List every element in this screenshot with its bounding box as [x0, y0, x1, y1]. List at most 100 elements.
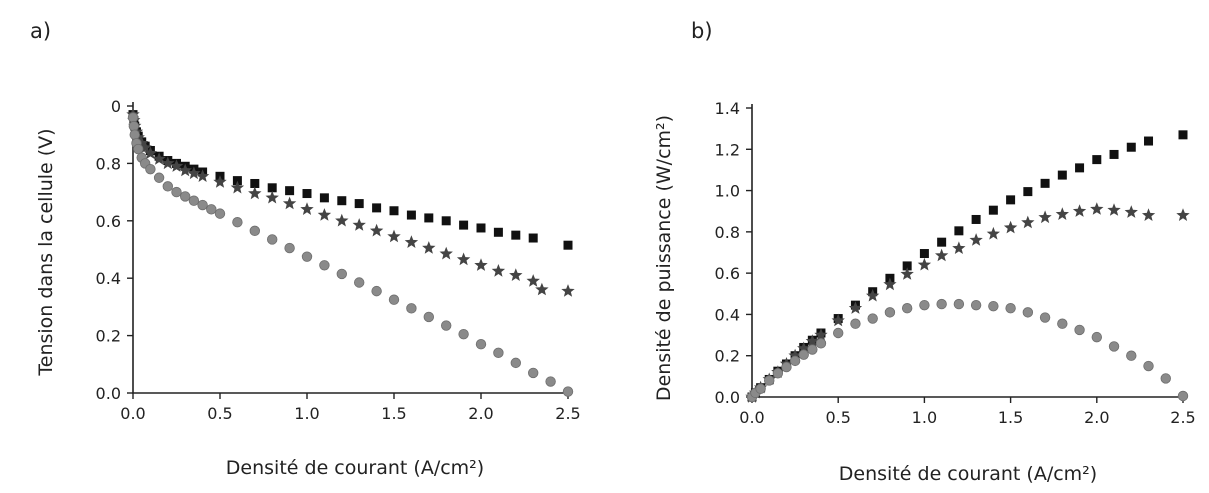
panel-a-star-point: [352, 218, 366, 231]
panel-b-star-point: [1055, 207, 1069, 220]
panel-a-circle-point: [423, 311, 435, 323]
panel-a-letter: a): [30, 19, 51, 43]
panel-a-star-point: [404, 235, 419, 248]
panel-b-circle-point: [1022, 307, 1034, 318]
panel-a-y-tick-label: 0.8: [96, 154, 121, 173]
panel-a-star-point: [317, 208, 332, 221]
panel-b-circle-point: [850, 318, 861, 329]
panel-a-square-point: [267, 183, 277, 193]
panel-b-axes: [751, 104, 1187, 398]
panel-b-x-tick-label: 0.0: [739, 408, 764, 427]
panel-a-star-point: [230, 180, 245, 194]
panel-b-star-point: [788, 348, 802, 362]
panel-a-star-point: [491, 264, 506, 277]
panel-b-circle-point: [1074, 324, 1085, 336]
panel-a-circle-point: [458, 328, 469, 340]
panel-b-circle-point: [1143, 360, 1154, 372]
panel-b-square-point: [1126, 142, 1136, 152]
panel-a-circle-point: [179, 191, 191, 202]
panel-a-star-point: [439, 246, 453, 260]
panel-a-star-point: [195, 169, 210, 182]
panel-a-square-point: [493, 227, 503, 237]
panel-b-star-point: [848, 301, 863, 314]
panel-a-circle-point: [153, 172, 165, 183]
panel-a-star-point: [178, 163, 192, 177]
panel-a-circle-point: [127, 112, 139, 123]
panel-b-star-point: [969, 233, 983, 246]
panel-a-star-point: [213, 175, 227, 188]
panel-a-y-tick-label: 0.0: [96, 384, 121, 403]
panel-a-square-point: [476, 223, 486, 233]
panel-b-star-point: [1141, 208, 1156, 221]
panel-b-square-point: [1006, 195, 1016, 205]
panel-b-y-tick-label: 1.0: [715, 182, 740, 201]
panel-a-circle-point: [406, 303, 417, 314]
panel-b-x-tick-label: 2.5: [1170, 408, 1195, 427]
panel-a-circle-point: [493, 347, 504, 359]
panel-a-x-tick-label: 0.5: [207, 404, 232, 423]
panel-b-square-point: [988, 205, 998, 215]
panel-a-circle-point: [562, 386, 574, 397]
panel-a-square-point: [528, 233, 538, 243]
panel-b-circle-point: [867, 313, 878, 324]
panel-a-circle-point: [128, 120, 140, 132]
panel-a-circle-point: [354, 277, 365, 288]
panel-b-square-point: [1144, 136, 1154, 146]
panel-a-x-tick-label: 0.0: [120, 404, 145, 423]
panel-a-star-point: [509, 268, 523, 281]
panel-b-star-point: [952, 241, 966, 254]
panel-a-star-point: [265, 190, 279, 204]
panel-a-star-point: [535, 282, 549, 296]
panel-b-circle-point: [1126, 350, 1137, 361]
panel-a-square-point: [319, 193, 329, 203]
panel-b-square-point: [954, 226, 964, 236]
panel-b-y-tick-label: 0.0: [715, 388, 740, 407]
panel-b-square-point: [919, 249, 929, 259]
panel-a-star-point: [526, 274, 540, 287]
panel-a-circle-point: [371, 285, 382, 297]
panel-b-star-point: [986, 226, 1000, 240]
panel-a-star-point: [369, 223, 384, 237]
panel-a-circle-point: [171, 186, 182, 198]
panel-b-xlabel: Densité de courant (A/cm²): [839, 463, 1097, 485]
panel-a-square-point: [406, 210, 416, 220]
panel-b-star-point: [814, 328, 828, 341]
panel-b-circle-point: [988, 300, 999, 312]
panel-a-square-point: [250, 178, 260, 188]
panel-b-circle-point: [970, 299, 982, 311]
panel-a-x-tick-label: 2.0: [468, 404, 493, 423]
panel-a-circle-point: [206, 204, 217, 215]
panel-b-y-tick-label: 0.6: [715, 264, 740, 283]
panel-a-circle-point: [510, 357, 522, 369]
panel-b-y-tick-label: 0.2: [715, 347, 740, 366]
panel-b-circle-point: [953, 298, 965, 310]
panel-b-square-point: [1092, 155, 1102, 165]
panel-a-y-tick-label: 0.6: [96, 212, 121, 231]
panel-b-star-point: [1090, 202, 1104, 215]
panel-b-star-point: [1072, 204, 1087, 217]
panel-b-y-tick-label: 1.4: [715, 99, 740, 118]
panel-a-square-point: [389, 206, 399, 216]
panel-a-circle-point: [188, 195, 200, 206]
panel-b-y-tick-label: 0.8: [715, 223, 740, 242]
panel-b-square-point: [1023, 187, 1033, 197]
panel-a-star-point: [152, 152, 166, 165]
panel-b-circle-point: [884, 307, 896, 318]
panel-a-y-tick-label: 0.2: [96, 327, 121, 346]
panel-a-star-point: [300, 202, 314, 215]
panel-a-square-point: [459, 220, 469, 230]
panel-a-square-point: [354, 199, 364, 209]
panel-a-square-point: [337, 196, 347, 206]
panel-b-circle-point: [755, 383, 766, 394]
panel-a-x-tick-label: 2.5: [555, 404, 580, 423]
panel-a-circle-point: [545, 376, 556, 387]
panel-b: b) Densité de courant (A/cm²) Densité de…: [653, 19, 1196, 485]
panel-b-star-point: [831, 313, 845, 327]
panel-b-x-tick-label: 2.0: [1084, 408, 1109, 427]
panel-a-circle-point: [145, 163, 156, 175]
panel-a-circle-point: [162, 181, 174, 192]
panel-b-circle-point: [1091, 331, 1103, 343]
panel-b-star-point: [935, 248, 949, 262]
panel-b-square-point: [1075, 163, 1085, 173]
panel-b-star-point: [917, 257, 932, 271]
